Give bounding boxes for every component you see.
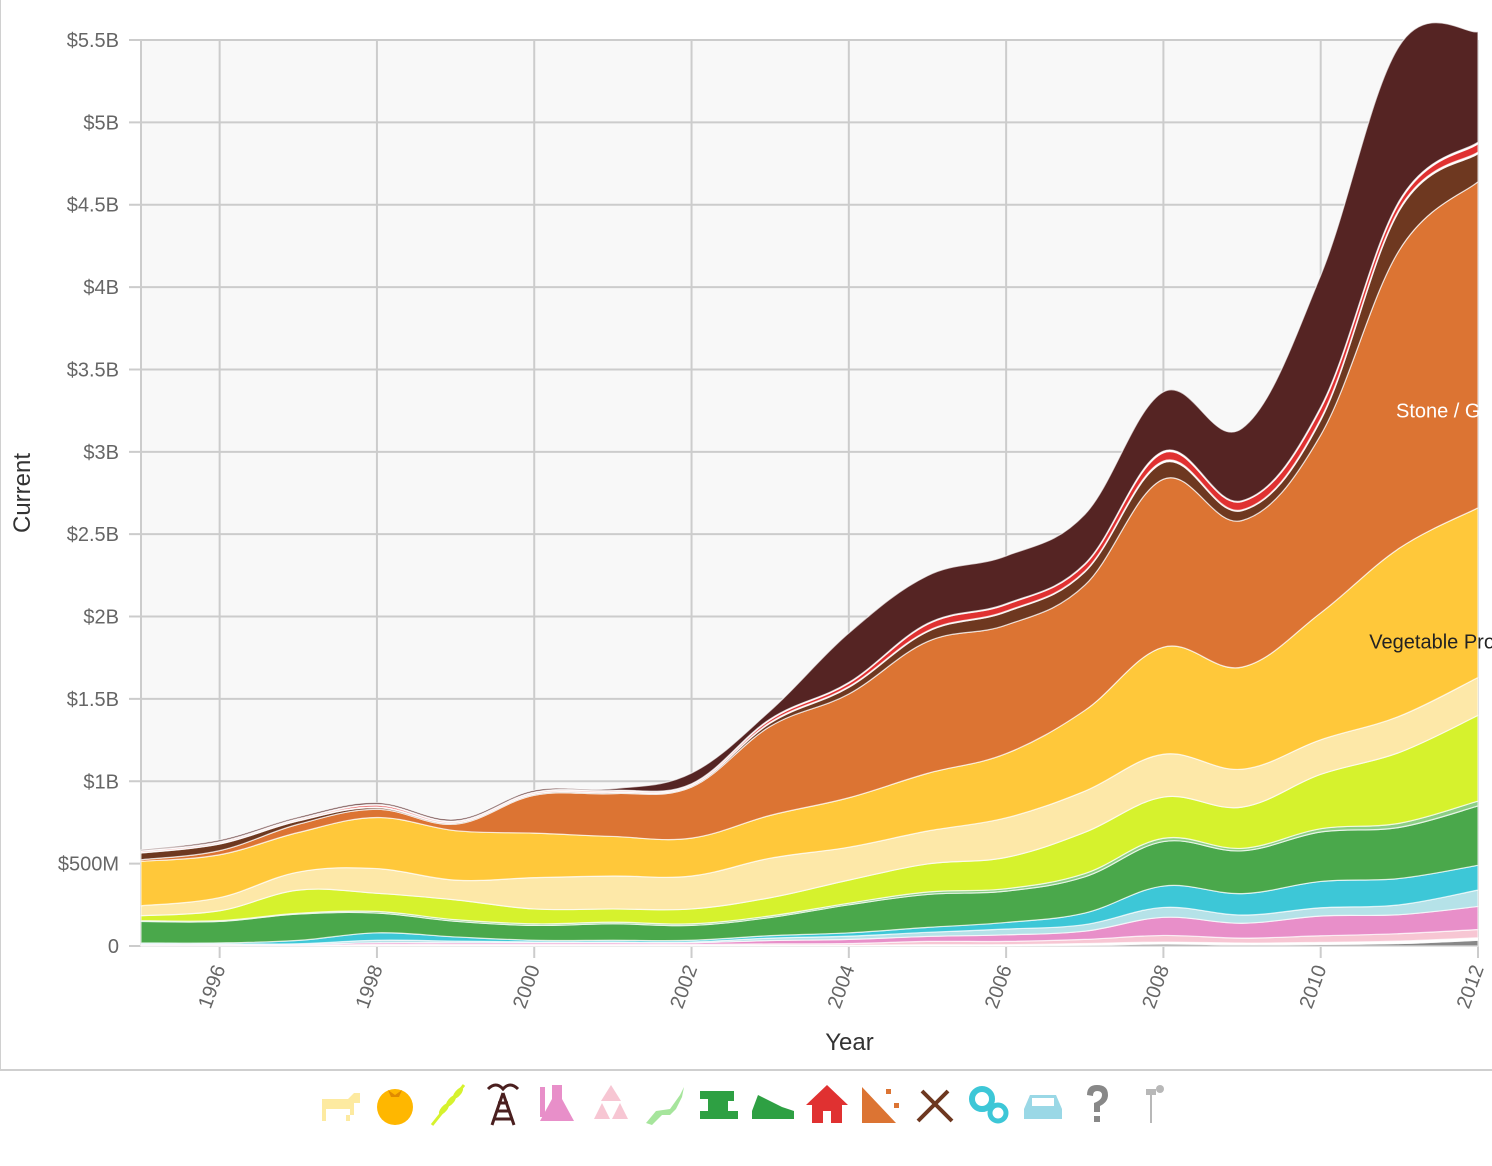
tomato-icon — [377, 1089, 413, 1125]
art-icon — [1146, 1085, 1164, 1123]
x-tick-label: 2012 — [1453, 962, 1489, 1011]
gears-icon — [969, 1086, 1009, 1124]
question-icon — [1087, 1085, 1108, 1122]
legend-item-chemicals[interactable] — [530, 1077, 584, 1131]
legend-item-plastics[interactable] — [584, 1077, 638, 1131]
area-series-16 — [140, 22, 1479, 852]
legend-item-stone-glass[interactable] — [854, 1077, 908, 1131]
area-annotation-1: Vegetable Products — [1369, 631, 1492, 653]
y-axis-title: Current — [9, 453, 36, 533]
y-tick-label: $4.5B — [67, 195, 119, 217]
chart-area: 0 $500M $1B $1.5B $2B $2.5B $3B $3.5B $4B $4.5B $5… — [9, 22, 1492, 1056]
x-tick-label: 2008 — [1138, 962, 1174, 1011]
stacked-area-chart: 0 $500M $1B $1.5B $2B $2.5B $3B $3.5B $4B $4.5B $5… — [9, 22, 1492, 1056]
oil-derrick-icon — [486, 1083, 520, 1126]
car-icon — [1024, 1095, 1062, 1119]
legend-item-vegetable[interactable] — [368, 1077, 422, 1131]
x-tick-label: 2002 — [666, 962, 702, 1011]
legend-item-footwear[interactable] — [746, 1077, 800, 1131]
x-tick-label: 1996 — [194, 962, 230, 1011]
sneaker-icon — [752, 1095, 794, 1119]
y-tick-label: $500M — [58, 854, 119, 876]
legend-item-transportation[interactable] — [1016, 1077, 1070, 1131]
house-icon — [806, 1085, 848, 1123]
y-tick-label: $3B — [83, 442, 119, 464]
legend-item-mineral[interactable] — [476, 1077, 530, 1131]
category-legend — [0, 1074, 1492, 1134]
y-tick-label: $4B — [83, 277, 119, 299]
y-tick-label: $1.5B — [67, 689, 119, 711]
recycle-icon — [594, 1085, 628, 1119]
y-tick-label: $5.5B — [67, 30, 119, 52]
legend-separator — [0, 1069, 1492, 1071]
legend-item-service[interactable] — [1124, 1077, 1178, 1131]
y-tick-label: $3.5B — [67, 359, 119, 381]
x-tick-label: 2000 — [509, 962, 545, 1011]
legend-item-machines[interactable] — [962, 1077, 1016, 1131]
legend-item-metals[interactable] — [908, 1077, 962, 1131]
y-tick-label: $1B — [83, 771, 119, 793]
legend-item-textiles[interactable] — [692, 1077, 746, 1131]
legend-item-animal[interactable] — [314, 1077, 368, 1131]
sewing-machine-icon — [700, 1091, 738, 1119]
y-tick-label: 0 — [108, 936, 119, 958]
x-tick-label: 1998 — [352, 962, 388, 1011]
deer-icon — [646, 1087, 684, 1125]
x-axis-title: Year — [825, 1029, 874, 1056]
cow-icon — [320, 1093, 360, 1121]
frame-border — [0, 0, 1, 1070]
legend-item-stone-glass-house[interactable] — [800, 1077, 854, 1131]
stone-icon — [862, 1087, 899, 1123]
flask-icon — [540, 1085, 574, 1121]
wheat-icon — [430, 1084, 466, 1126]
pickaxe-icon — [916, 1089, 954, 1123]
y-tick-label: $5B — [83, 112, 119, 134]
legend-item-foodstuffs[interactable] — [422, 1077, 476, 1131]
y-tick-label: $2B — [83, 607, 119, 629]
legend-item-miscellaneous[interactable] — [1070, 1077, 1124, 1131]
x-tick-label: 2006 — [981, 962, 1017, 1011]
x-tick-label: 2010 — [1296, 962, 1332, 1011]
x-tick-label: 2004 — [824, 962, 860, 1011]
legend-item-hides[interactable] — [638, 1077, 692, 1131]
area-annotation-0: Stone / Glass — [1396, 401, 1492, 423]
y-tick-label: $2.5B — [67, 524, 119, 546]
